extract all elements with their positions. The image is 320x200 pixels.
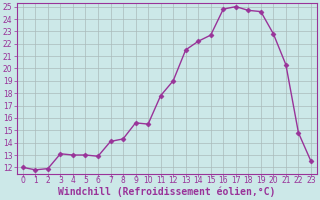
X-axis label: Windchill (Refroidissement éolien,°C): Windchill (Refroidissement éolien,°C) [58, 187, 276, 197]
